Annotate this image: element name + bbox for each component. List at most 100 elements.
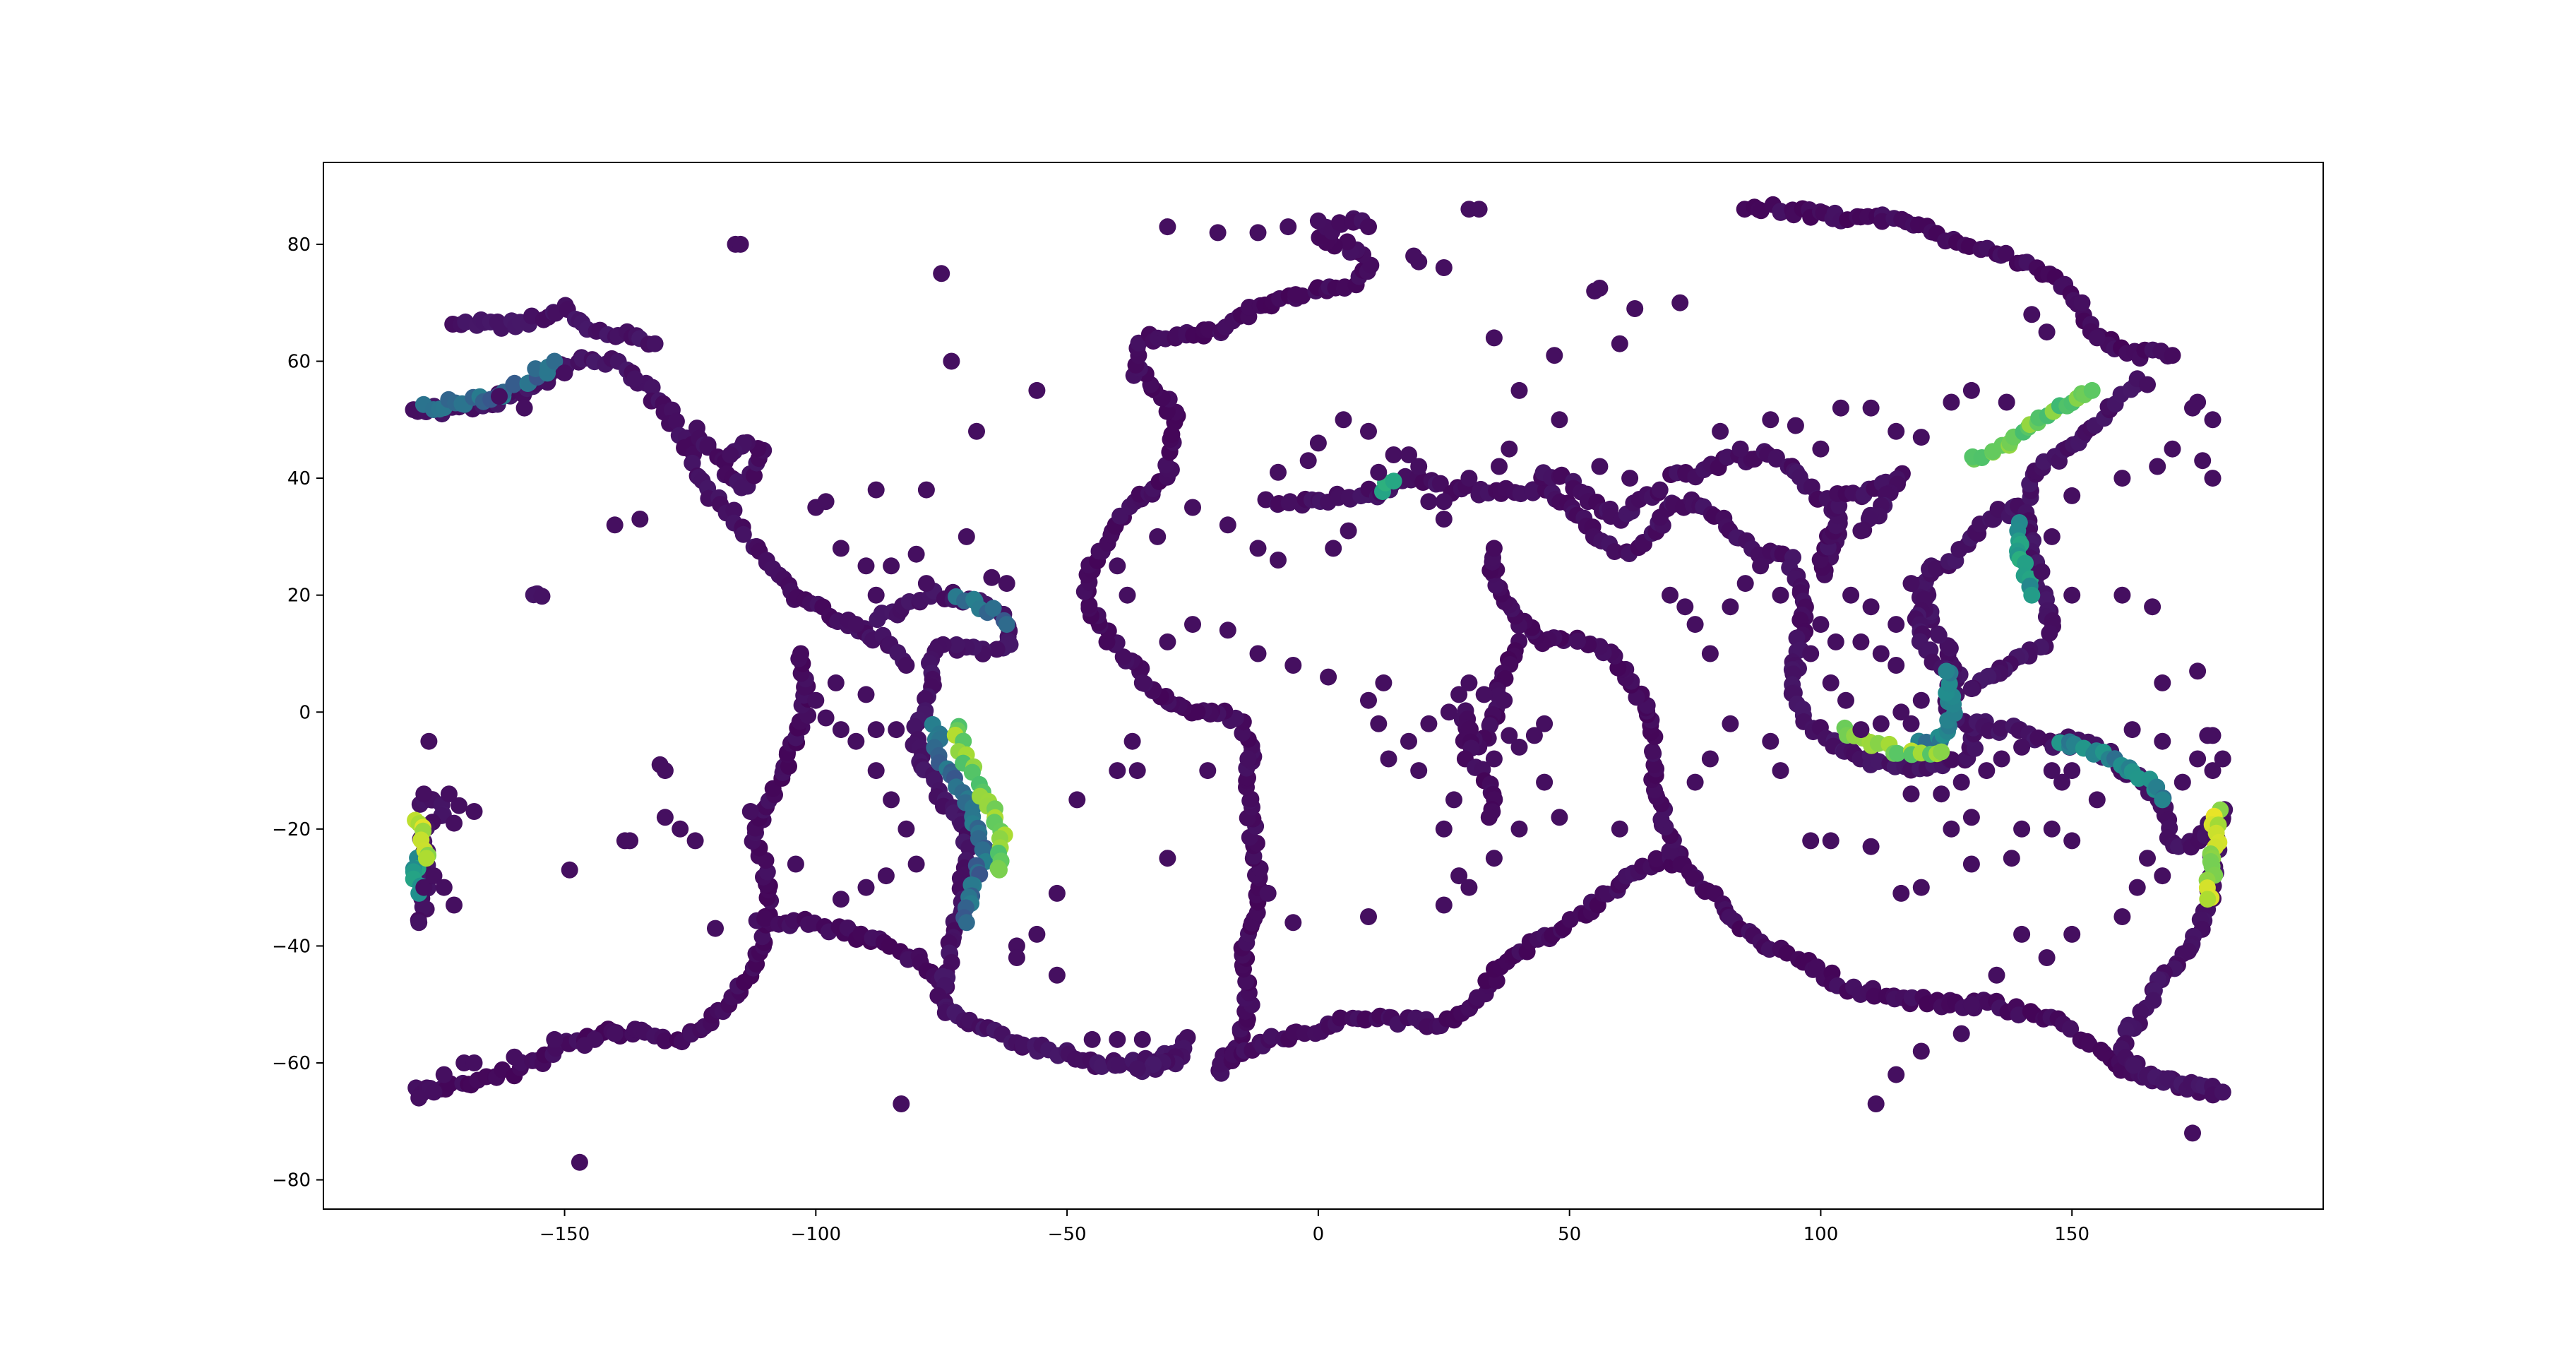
isolated-event-point-139 xyxy=(1496,691,1513,709)
isolated-event-point-28 xyxy=(491,388,508,405)
series-mediterranean-intermediate-point-2 xyxy=(1385,472,1402,490)
isolated-event-point-136 xyxy=(1525,727,1543,744)
isolated-event-point-141 xyxy=(1445,791,1462,809)
isolated-event-point-59 xyxy=(1360,422,1377,440)
isolated-event-point-68 xyxy=(1731,440,1749,458)
isolated-event-point-2 xyxy=(1159,218,1176,236)
isolated-event-point-115 xyxy=(1802,832,1820,850)
series-aleutian-deep-segment-point-16 xyxy=(506,374,523,392)
isolated-event-point-167 xyxy=(1501,440,1518,458)
isolated-event-point-72 xyxy=(1812,440,1830,458)
isolated-event-point-241 xyxy=(1028,925,1046,943)
isolated-event-point-1 xyxy=(732,235,749,253)
x-tick-label: 50 xyxy=(1558,1224,1581,1245)
isolated-event-point-142 xyxy=(1435,820,1453,838)
isolated-event-point-36 xyxy=(561,861,578,879)
isolated-event-point-16 xyxy=(917,481,935,499)
isolated-event-point-122 xyxy=(1551,809,1568,826)
isolated-event-point-55 xyxy=(1270,463,1287,481)
isolated-event-point-196 xyxy=(2013,738,2031,756)
series-caucasus-zagros-cluster-point-23 xyxy=(1651,481,1669,499)
isolated-event-point-208 xyxy=(2128,879,2146,896)
isolated-event-point-272 xyxy=(440,785,458,803)
isolated-event-point-257 xyxy=(435,1066,453,1083)
isolated-event-point-76 xyxy=(1912,429,1930,446)
series-tonga-kermadec-arc-point-62 xyxy=(2214,1083,2231,1101)
isolated-event-point-127 xyxy=(1435,896,1453,914)
isolated-event-point-27 xyxy=(556,364,573,382)
isolated-event-point-69 xyxy=(1712,422,1729,440)
series-tonga-deep-west-point-7 xyxy=(417,850,435,867)
isolated-event-point-124 xyxy=(1510,820,1528,838)
series-tonga-kermadec-arc-point-48 xyxy=(2125,1057,2142,1074)
isolated-event-point-218 xyxy=(1867,1095,1885,1112)
isolated-event-point-47 xyxy=(1259,884,1277,902)
series-carlsberg-and-central-indian-ridge-point-43 xyxy=(1569,633,1586,650)
isolated-event-point-268 xyxy=(2174,773,2191,791)
isolated-event-point-24 xyxy=(867,481,885,499)
isolated-event-point-219 xyxy=(787,855,804,873)
isolated-event-point-245 xyxy=(1133,1030,1151,1048)
isolated-event-point-220 xyxy=(832,891,849,908)
isolated-event-point-276 xyxy=(415,785,433,803)
isolated-event-point-191 xyxy=(1902,715,1920,732)
isolated-event-point-222 xyxy=(877,867,895,885)
isolated-event-point-13 xyxy=(943,352,960,370)
isolated-event-point-166 xyxy=(1491,458,1508,475)
y-tick-label: −20 xyxy=(272,819,311,840)
isolated-event-point-205 xyxy=(2043,762,2061,780)
isolated-event-point-274 xyxy=(465,803,483,820)
isolated-event-point-225 xyxy=(883,791,900,809)
isolated-event-point-35 xyxy=(741,803,759,820)
isolated-event-point-266 xyxy=(2199,727,2217,744)
isolated-event-point-237 xyxy=(883,557,900,575)
isolated-event-point-49 xyxy=(1370,463,1388,481)
isolated-event-point-188 xyxy=(1852,721,1870,739)
isolated-event-point-54 xyxy=(1420,493,1438,511)
isolated-event-point-201 xyxy=(1962,809,1980,826)
isolated-event-point-62 xyxy=(1485,329,1503,347)
series-aleutian-deep-segment-point-23 xyxy=(546,352,564,370)
isolated-event-point-223 xyxy=(907,855,925,873)
isolated-event-point-227 xyxy=(847,732,865,750)
series-central-asia-point-73 xyxy=(1852,522,1870,540)
isolated-event-point-202 xyxy=(1902,785,1920,803)
series-southeast-indian-ridge-point-70 xyxy=(2061,1020,2079,1037)
x-tick-label: 100 xyxy=(1803,1224,1839,1245)
isolated-event-point-90 xyxy=(2164,440,2181,458)
series-tonga-kermadec-arc-point-41 xyxy=(2117,1021,2135,1039)
isolated-event-point-254 xyxy=(506,1048,523,1066)
x-axis: −150 −100 −50 0 50 100 150 xyxy=(539,1209,2089,1245)
isolated-event-point-180 xyxy=(1827,633,1844,650)
isolated-event-point-78 xyxy=(1962,381,1980,399)
isolated-event-point-214 xyxy=(1962,996,1980,1013)
series-mid-atlantic-ridge-point-185 xyxy=(1339,233,1356,251)
isolated-event-point-163 xyxy=(1340,522,1357,540)
isolated-event-point-15 xyxy=(1028,381,1046,399)
isolated-event-point-160 xyxy=(1249,540,1267,557)
series-sunda-arc-point-59 xyxy=(1929,625,1947,643)
isolated-event-point-178 xyxy=(1772,586,1789,604)
isolated-event-point-125 xyxy=(1485,850,1503,867)
isolated-event-point-79 xyxy=(1998,393,2015,411)
series-caribbean-intermediate-point-6 xyxy=(984,600,1002,617)
series-hawaii-point-2 xyxy=(533,588,551,605)
isolated-event-point-46 xyxy=(1284,914,1302,932)
series-mid-atlantic-ridge-point-79 xyxy=(1114,648,1132,666)
isolated-event-point-17 xyxy=(958,528,975,545)
x-tick-label: −50 xyxy=(1048,1224,1087,1245)
isolated-event-point-192 xyxy=(1912,691,1930,709)
series-andes-subduction-zone-point-11 xyxy=(906,718,924,735)
isolated-event-point-8 xyxy=(1470,201,1488,218)
isolated-event-point-137 xyxy=(1536,715,1554,732)
isolated-event-point-6 xyxy=(1309,212,1327,230)
isolated-event-point-57 xyxy=(1309,434,1327,452)
series-scotia-arc-point-14 xyxy=(1015,1036,1032,1054)
series-central-asia-point-18 xyxy=(1767,448,1785,466)
isolated-event-point-176 xyxy=(1736,575,1754,593)
isolated-event-point-94 xyxy=(2043,528,2061,545)
isolated-event-point-190 xyxy=(1892,703,1910,721)
isolated-event-point-238 xyxy=(907,545,925,563)
